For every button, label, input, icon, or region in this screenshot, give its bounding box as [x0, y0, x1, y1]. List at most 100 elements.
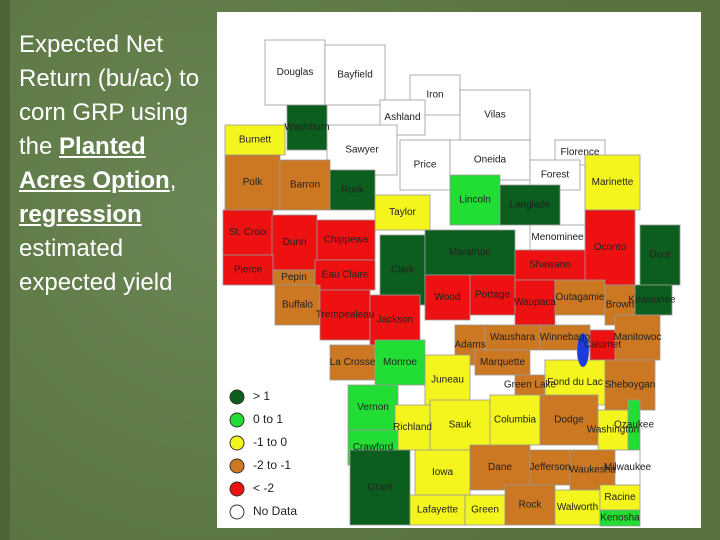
county [514, 279, 556, 326]
county-label: Trempealeau [316, 310, 375, 321]
county [347, 384, 399, 431]
county-label: Portage [475, 290, 510, 301]
county-label: Fond du Lac [547, 377, 603, 388]
county-label: La Crosse [330, 357, 376, 368]
county-label: Juneau [431, 375, 464, 386]
county [631, 284, 673, 316]
county [484, 324, 541, 351]
county [459, 89, 531, 141]
county-label: Ozaukee [614, 420, 654, 431]
county [414, 449, 471, 496]
county [554, 489, 601, 526]
county-label: Monroe [383, 357, 417, 368]
county-label: Barron [290, 180, 320, 191]
county [469, 274, 516, 316]
county-label: Waukesha [569, 465, 616, 476]
county-label: Clark [391, 265, 415, 276]
county [271, 214, 318, 271]
county-label: Dane [488, 462, 512, 473]
county [316, 219, 376, 261]
county-label: Sauk [449, 420, 473, 431]
county-label: Pierce [234, 265, 263, 276]
county [379, 234, 426, 306]
county-label: Eau Claire [322, 270, 369, 281]
county-label: Waushara [490, 332, 536, 343]
county [529, 224, 586, 251]
county [329, 344, 376, 381]
county-label: Green Lake [504, 380, 557, 391]
county-label: Richland [393, 422, 432, 433]
county [399, 139, 451, 191]
county-label: Menominee [531, 232, 584, 243]
county-label: Lincoln [459, 195, 491, 206]
county [324, 44, 386, 106]
county [424, 229, 516, 276]
county-label: Iron [426, 90, 443, 101]
county-label: Kenosha [600, 513, 640, 524]
county-label: Outagamie [556, 292, 605, 303]
county-label: Dodge [554, 415, 584, 426]
county [474, 349, 531, 376]
county-label: Oconto [594, 242, 627, 253]
legend-label: > 1 [253, 389, 270, 403]
county [329, 169, 376, 211]
county-label: Polk [243, 177, 263, 188]
county-label: Adams [454, 340, 485, 351]
lake-winnebago [576, 332, 590, 368]
county-label: Douglas [277, 67, 314, 78]
county [499, 184, 561, 226]
title-text: , [169, 167, 177, 194]
county-label: Sawyer [345, 145, 379, 156]
county [326, 124, 398, 176]
county [469, 444, 531, 491]
county-label: Jackson [377, 315, 414, 326]
legend-label: < -2 [253, 481, 274, 495]
county-label: Lafayette [417, 505, 459, 516]
county-label: Marquette [480, 357, 525, 368]
legend-swatch [229, 435, 245, 451]
county [409, 494, 466, 526]
county-label: Oneida [474, 155, 507, 166]
county-label: Columbia [494, 415, 537, 426]
county-label: Crawford [353, 442, 394, 453]
county-label: Rusk [341, 185, 365, 196]
county-label: Grant [367, 482, 392, 493]
county [514, 249, 586, 281]
county [349, 449, 411, 526]
county [424, 274, 471, 321]
legend-swatch [229, 458, 245, 474]
legend-label: -2 to -1 [253, 458, 291, 472]
title-emphasis: Planted Acres Option [19, 133, 170, 194]
county-label: Rock [519, 500, 543, 511]
legend-label: No Data [253, 504, 297, 518]
county-label: Kewaunee [628, 295, 676, 306]
county [222, 209, 274, 256]
county-label: Walworth [557, 502, 598, 513]
county-label: Pepin [281, 272, 307, 283]
county [264, 39, 326, 106]
county-label: Wood [435, 292, 461, 303]
slide-title: Expected Net Return (bu/ac) to corn GRP … [19, 28, 211, 300]
county [224, 154, 281, 211]
county [374, 339, 426, 386]
legend-swatch [229, 412, 245, 428]
title-text: estimated expected yield [19, 235, 173, 296]
county-label: Marinette [592, 177, 634, 188]
county-label: Winnebago [540, 332, 591, 343]
county [449, 139, 531, 181]
county [489, 394, 541, 446]
county [224, 124, 286, 156]
county-label: Racine [604, 492, 636, 503]
county-label: Florence [561, 147, 600, 158]
county-label: Marathon [449, 247, 491, 258]
county [374, 194, 431, 231]
county [504, 484, 556, 526]
county [614, 449, 641, 486]
county-label: Waupaca [514, 297, 556, 308]
county [639, 224, 681, 286]
county-label: Forest [541, 170, 570, 181]
county-label: Green [471, 505, 499, 516]
county-label: Milwaukee [604, 462, 652, 473]
